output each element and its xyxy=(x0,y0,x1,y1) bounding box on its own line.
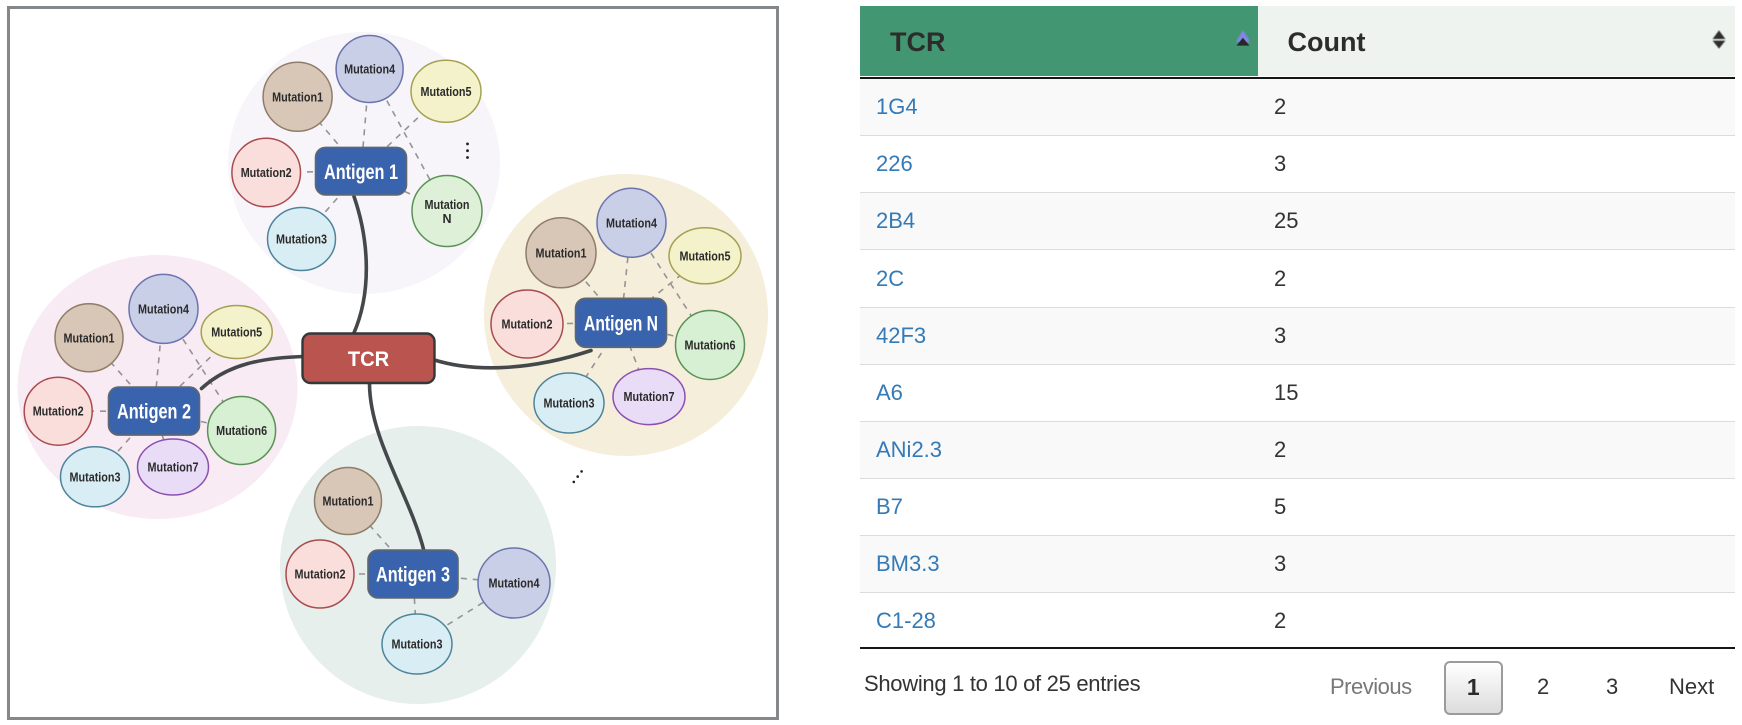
svg-text:Antigen 1: Antigen 1 xyxy=(324,161,398,184)
svg-text:Mutation2: Mutation2 xyxy=(502,318,553,332)
svg-text:TCR: TCR xyxy=(348,348,390,371)
svg-text:Mutation2: Mutation2 xyxy=(295,568,346,582)
svg-text:Mutation2: Mutation2 xyxy=(33,405,84,419)
svg-text:Mutation: Mutation xyxy=(425,198,470,212)
svg-text:Mutation5: Mutation5 xyxy=(421,85,472,99)
svg-text:Mutation1: Mutation1 xyxy=(64,331,115,345)
svg-text:Mutation1: Mutation1 xyxy=(536,246,587,260)
svg-text:Mutation3: Mutation3 xyxy=(276,233,327,247)
svg-text:Mutation4: Mutation4 xyxy=(344,63,395,77)
svg-text:Mutation6: Mutation6 xyxy=(685,339,736,353)
svg-text:Mutation2: Mutation2 xyxy=(241,166,292,180)
svg-text:Mutation4: Mutation4 xyxy=(489,577,540,591)
svg-text:Mutation4: Mutation4 xyxy=(606,216,657,230)
svg-text:N: N xyxy=(442,212,451,226)
svg-text:Mutation7: Mutation7 xyxy=(148,461,199,475)
svg-text:Mutation7: Mutation7 xyxy=(624,390,675,404)
svg-text:Mutation4: Mutation4 xyxy=(138,302,189,316)
svg-text:Antigen 3: Antigen 3 xyxy=(376,564,450,587)
svg-text:Mutation3: Mutation3 xyxy=(544,397,595,411)
svg-text:Mutation5: Mutation5 xyxy=(211,326,262,340)
svg-text:Antigen N: Antigen N xyxy=(584,312,658,335)
svg-text:Antigen 2: Antigen 2 xyxy=(117,401,191,424)
svg-text:Mutation6: Mutation6 xyxy=(216,424,267,438)
svg-text:Mutation3: Mutation3 xyxy=(392,638,443,652)
svg-text:Mutation5: Mutation5 xyxy=(680,249,731,263)
svg-text:Mutation3: Mutation3 xyxy=(70,470,121,484)
svg-text:Mutation1: Mutation1 xyxy=(272,90,323,104)
svg-text:Mutation1: Mutation1 xyxy=(323,495,374,509)
